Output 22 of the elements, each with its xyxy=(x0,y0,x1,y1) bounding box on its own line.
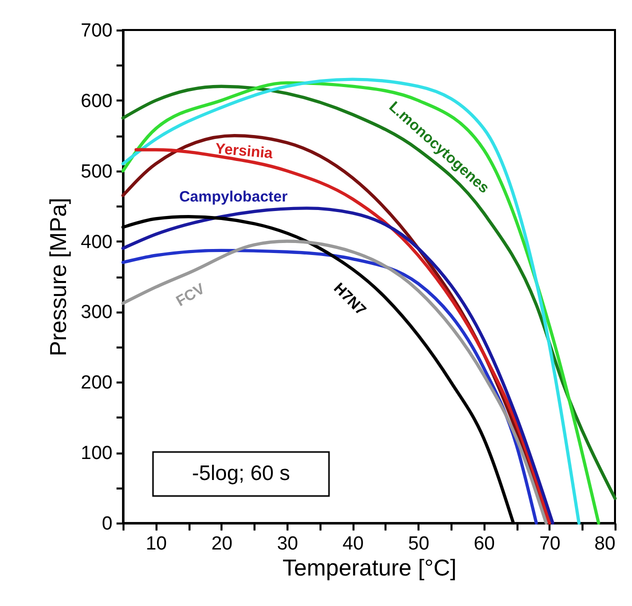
y-tick-label: 400 xyxy=(80,232,112,253)
y-tick-label: 500 xyxy=(80,161,112,182)
y-tick-label: 0 xyxy=(102,514,112,534)
x-tick-label: 40 xyxy=(342,534,364,554)
y-tick-label: 700 xyxy=(80,20,112,42)
x-axis-title: Temperature [°C] xyxy=(282,554,457,580)
x-tick-label: 80 xyxy=(594,534,616,554)
y-tick-label: 600 xyxy=(80,90,112,112)
x-tick-label: 10 xyxy=(146,534,167,554)
series-label: Yersinia xyxy=(214,140,274,162)
x-tick-label: 60 xyxy=(474,534,495,554)
x-tick-label: 50 xyxy=(408,534,430,554)
y-tick-label: 200 xyxy=(80,372,112,394)
y-axis-title: Pressure [MPa] xyxy=(44,198,71,356)
annotation: -5log; 60 s xyxy=(192,462,290,485)
y-tick-label: 100 xyxy=(80,443,112,464)
y-tick-label: 300 xyxy=(80,302,112,324)
x-tick-label: 20 xyxy=(211,534,232,554)
text: FCV xyxy=(173,280,208,310)
x-tick-label: 70 xyxy=(539,534,560,554)
x-tick-label: 30 xyxy=(276,534,298,554)
series-label: Campylobacter xyxy=(179,188,288,206)
